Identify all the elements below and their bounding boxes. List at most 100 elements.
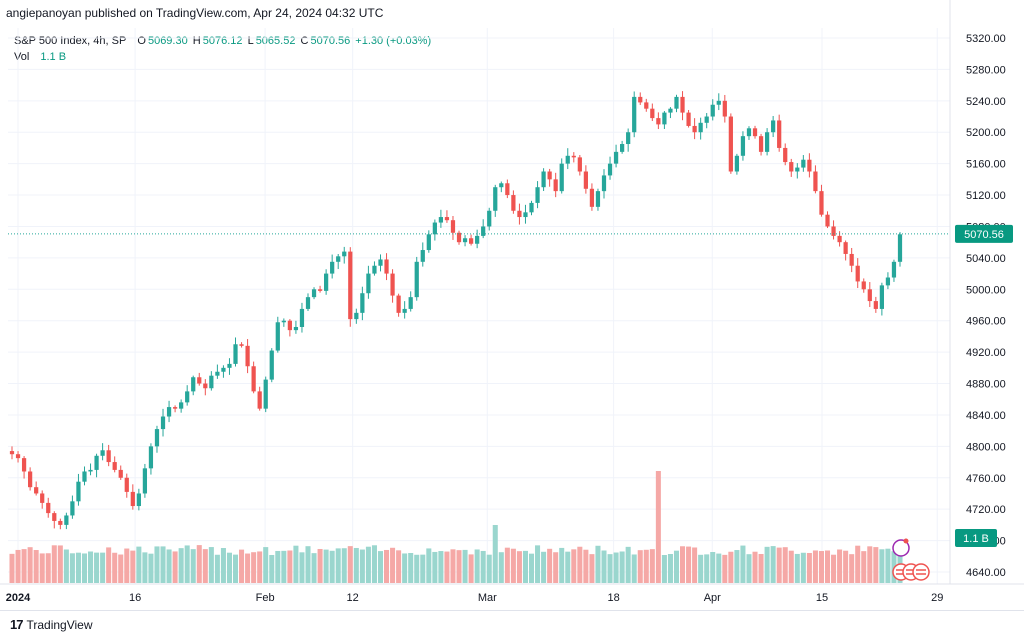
candle-body <box>632 96 637 133</box>
candle-body <box>722 100 727 117</box>
candle-body <box>118 469 123 478</box>
y-tick-label: 5320.00 <box>966 33 1006 45</box>
volume-bar <box>57 545 63 583</box>
price-chart[interactable]: 5320.00 5280.00 5240.00 5200.00 5160.00 5120.… <box>0 0 1024 610</box>
volume-bar <box>619 551 625 583</box>
volume-value: 1.1 B <box>40 51 67 63</box>
candle-body <box>185 391 190 403</box>
candle-body <box>462 238 468 243</box>
volume-bar <box>214 554 220 583</box>
candle-body <box>269 350 274 380</box>
volume-bar <box>547 548 553 583</box>
candle-body <box>34 487 39 494</box>
volume-bar <box>426 548 432 583</box>
volume-bar <box>21 549 27 583</box>
volume-bar <box>800 552 806 583</box>
x-tick-label: 2024 <box>6 592 31 604</box>
volume-bar <box>722 554 728 583</box>
volume-bar <box>69 553 75 583</box>
candle-body <box>275 322 280 351</box>
candle-body <box>487 210 492 227</box>
volume-bar <box>275 550 281 583</box>
volume-bar <box>33 550 39 583</box>
volume-bar <box>776 547 782 583</box>
candle-body <box>517 210 522 218</box>
candle-body <box>106 450 111 463</box>
earnings-event-icon <box>892 539 910 557</box>
tradingview-logo-icon: 17 <box>10 617 24 632</box>
candle-body <box>15 454 21 459</box>
candle-body <box>789 162 794 172</box>
x-tick-label: Apr <box>704 592 721 604</box>
last-price-label: 5070.56 <box>964 229 1004 241</box>
y-tick-label: 4720.00 <box>966 504 1006 516</box>
volume-bar <box>855 545 861 583</box>
x-tick-label: 12 <box>347 592 359 604</box>
volume-bar <box>335 548 341 583</box>
volume-bar <box>299 552 305 583</box>
volume-bar <box>45 553 51 583</box>
volume-bar <box>565 551 571 583</box>
candle-body <box>166 407 172 417</box>
volume-bar <box>758 553 764 583</box>
candle-body <box>716 100 721 105</box>
candle-body <box>620 144 625 152</box>
volume-bar <box>420 554 426 583</box>
volume-bar <box>788 550 794 583</box>
volume-bar <box>631 554 637 583</box>
candle-body <box>807 159 812 172</box>
candle-body <box>239 344 244 346</box>
candle-body <box>686 112 691 126</box>
brand-name[interactable]: TradingView <box>26 617 93 632</box>
candle-body <box>499 183 504 188</box>
volume-bar <box>130 550 136 583</box>
volume-bar <box>142 552 148 583</box>
candle-body <box>58 520 63 525</box>
candle-body <box>795 167 800 172</box>
volume-bar <box>867 546 873 583</box>
volume-bar <box>770 546 776 583</box>
volume-bar <box>764 546 770 583</box>
volume-bar <box>371 545 377 583</box>
candle-body <box>203 383 208 389</box>
candle-body <box>505 183 510 196</box>
y-tick-label: 5280.00 <box>966 64 1006 76</box>
candle-body <box>601 175 607 192</box>
volume-bar <box>698 554 704 583</box>
x-tick-label: Feb <box>256 592 275 604</box>
candle-body <box>354 312 359 320</box>
candle-body <box>511 195 516 211</box>
candle-body <box>710 104 715 117</box>
candle-body <box>64 515 69 525</box>
volume-bar <box>118 554 124 583</box>
x-tick-label: 29 <box>931 592 943 604</box>
candle-body <box>801 159 806 168</box>
volume-bar <box>196 545 202 583</box>
candle-body <box>746 128 752 137</box>
volume-bar <box>341 548 347 583</box>
volume-bar <box>208 547 214 583</box>
volume-bar <box>849 554 855 583</box>
y-tick-label: 5040.00 <box>966 253 1006 265</box>
volume-bar <box>75 552 81 583</box>
volume-bar <box>456 550 462 583</box>
volume-bar <box>474 549 480 583</box>
candle-body <box>674 96 679 109</box>
volume-bar <box>673 550 680 583</box>
candle-body <box>662 112 667 125</box>
volume-bar <box>269 554 275 583</box>
volume-bar <box>535 545 541 583</box>
candle-body <box>191 377 196 392</box>
candle-body <box>450 220 456 233</box>
y-tick-label: 4920.00 <box>966 347 1006 359</box>
volume-bar <box>710 552 716 583</box>
volume-bar <box>347 546 353 583</box>
candle-body <box>124 477 129 492</box>
candle-body <box>130 491 135 507</box>
volume-bar <box>637 550 643 583</box>
candle-body <box>541 171 546 188</box>
volume-bar <box>571 549 577 583</box>
candle-body <box>160 416 166 430</box>
candle-body <box>656 118 661 125</box>
candle-body <box>360 293 365 313</box>
